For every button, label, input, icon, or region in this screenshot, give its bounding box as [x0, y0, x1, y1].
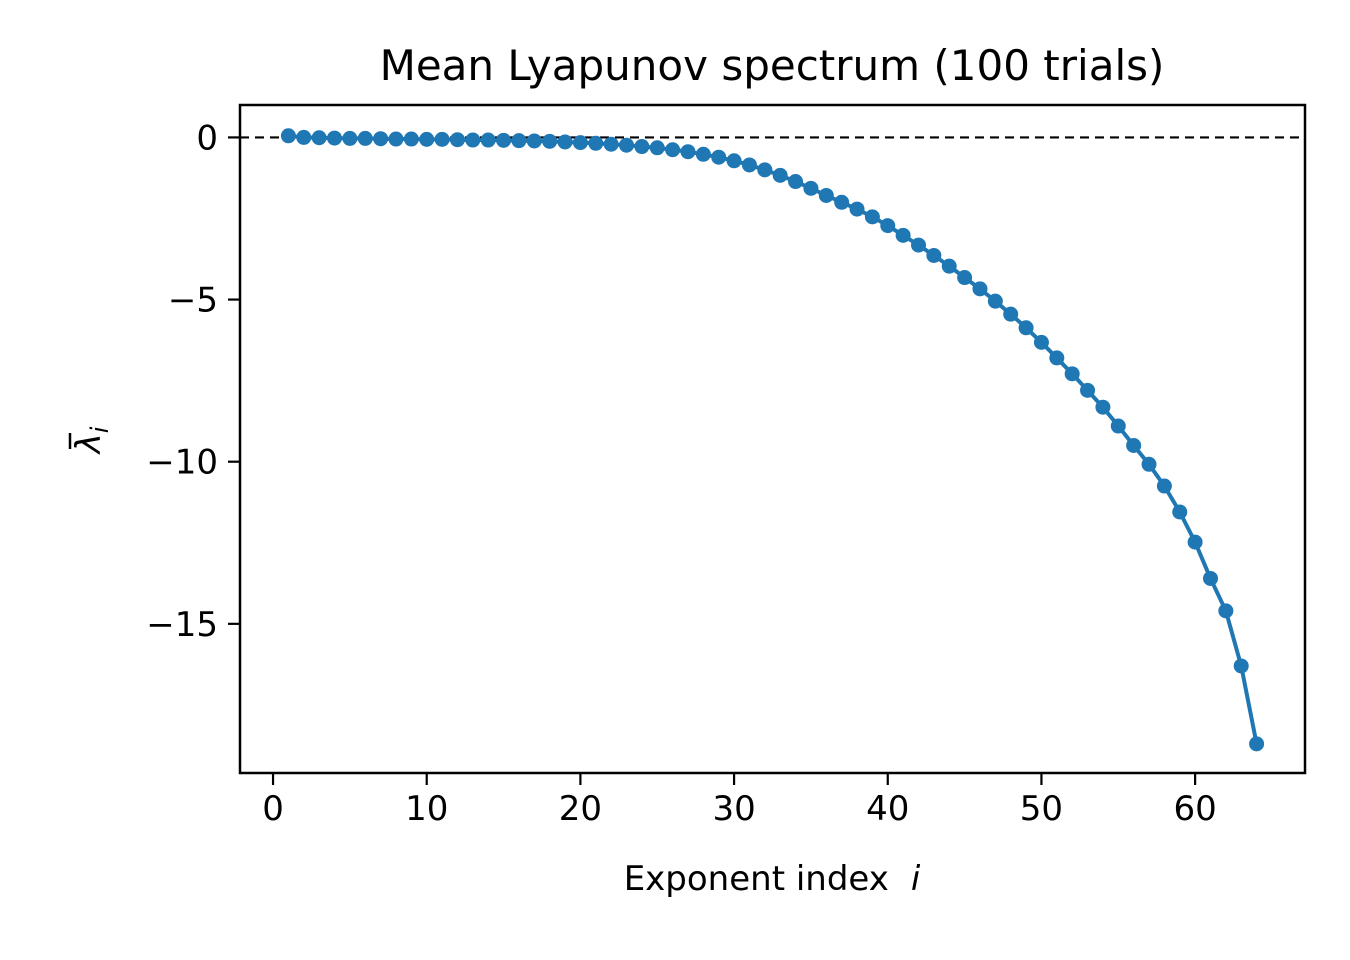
data-point	[726, 153, 742, 169]
data-point	[1095, 399, 1111, 415]
data-point	[1080, 382, 1096, 398]
x-axis-label-text: Exponent index	[624, 859, 889, 899]
data-point	[880, 218, 896, 234]
data-point	[542, 133, 558, 149]
data-point	[403, 131, 419, 147]
data-point	[1003, 306, 1019, 322]
y-axis-label-subscript: i	[86, 426, 114, 433]
y-axis-ticks: 0 −5 −10 −15	[146, 118, 240, 645]
data-point	[388, 131, 404, 147]
data-point	[818, 187, 834, 203]
data-point	[603, 136, 619, 152]
data-point	[834, 194, 850, 210]
data-point	[480, 132, 496, 148]
x-axis-label-variable: i	[911, 859, 921, 899]
data-point	[849, 201, 865, 217]
data-point	[803, 180, 819, 196]
data-point	[1249, 736, 1265, 752]
x-tick-label: 50	[1020, 789, 1063, 829]
data-point	[911, 237, 926, 253]
data-point	[1218, 603, 1234, 619]
data-point	[1018, 320, 1034, 336]
data-point	[665, 142, 681, 158]
data-point	[511, 133, 527, 149]
data-point	[465, 132, 481, 148]
data-point	[957, 270, 973, 286]
data-point	[1110, 418, 1126, 434]
data-point	[373, 131, 389, 147]
data-point	[357, 130, 373, 146]
data-point	[680, 144, 696, 160]
data-point	[788, 174, 804, 190]
data-point	[1049, 350, 1065, 366]
data-point	[1126, 437, 1142, 453]
data-point	[711, 149, 727, 165]
data-point	[327, 130, 343, 146]
data-point	[496, 132, 512, 148]
data-point	[1187, 534, 1203, 550]
x-tick-label: 60	[1173, 789, 1216, 829]
chart-title: Mean Lyapunov spectrum (100 trials)	[380, 41, 1165, 90]
x-axis-label: Exponent index i	[624, 859, 921, 899]
data-point	[649, 140, 665, 156]
x-tick-label: 30	[712, 789, 755, 829]
x-tick-label: 20	[559, 789, 602, 829]
data-point	[557, 134, 573, 150]
plot-area	[240, 128, 1305, 752]
data-point	[526, 133, 542, 149]
plot-frame	[238, 103, 1307, 775]
data-point	[572, 135, 588, 151]
data-point	[311, 130, 327, 146]
data-point	[895, 227, 911, 243]
y-axis-label-symbol: λ	[69, 433, 109, 455]
data-point	[757, 162, 773, 178]
data-point	[296, 129, 312, 145]
data-point	[434, 131, 450, 147]
y-tick-label: −10	[146, 443, 218, 483]
data-point	[1233, 658, 1249, 674]
data-point	[449, 132, 465, 148]
x-tick-label: 10	[405, 789, 448, 829]
data-point	[864, 209, 880, 225]
data-point	[1202, 570, 1218, 586]
data-point	[987, 293, 1003, 309]
data-point	[741, 157, 757, 173]
data-point	[772, 167, 788, 183]
series-line	[288, 133, 1259, 745]
data-point	[588, 135, 604, 151]
data-point	[342, 130, 358, 146]
data-point	[972, 281, 988, 297]
data-point	[695, 146, 711, 162]
y-tick-label: −15	[146, 605, 218, 645]
data-point	[1172, 504, 1188, 520]
x-tick-label: 40	[866, 789, 909, 829]
data-point	[419, 131, 435, 147]
data-point	[280, 128, 296, 144]
x-tick-label: 0	[262, 789, 284, 829]
y-tick-label: 0	[196, 118, 218, 158]
svg-text:λi: λi	[69, 426, 114, 455]
data-point	[1064, 366, 1080, 382]
x-axis-ticks: 0 10 20 30 40 50 60	[262, 773, 1217, 829]
data-point	[1141, 456, 1157, 472]
y-tick-label: −5	[168, 281, 218, 321]
y-axis-label: λi	[68, 426, 114, 455]
data-point	[634, 139, 650, 155]
data-point	[941, 258, 957, 274]
data-point	[1033, 334, 1049, 350]
data-point	[1156, 478, 1172, 494]
data-point	[926, 247, 942, 263]
data-point	[619, 137, 634, 153]
